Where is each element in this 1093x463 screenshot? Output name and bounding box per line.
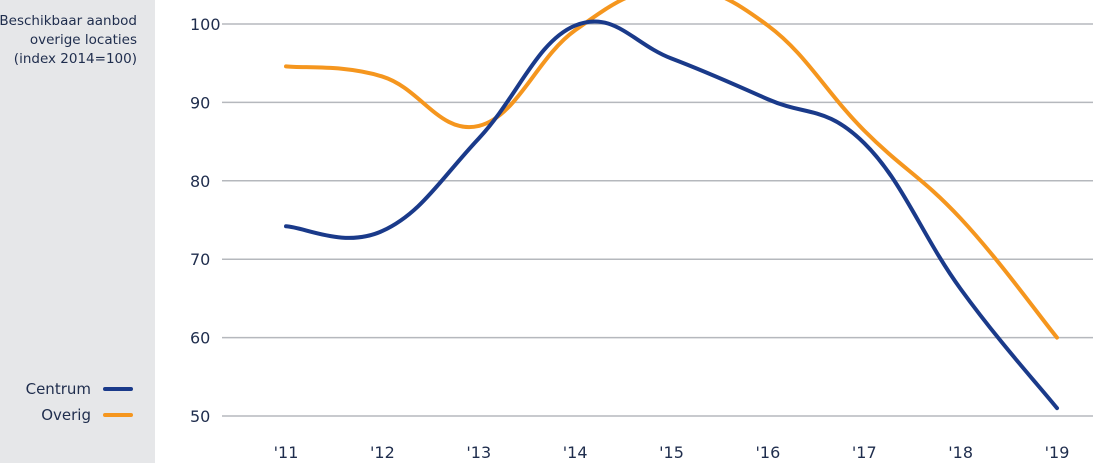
y-axis-ticks: 50 60 70 80 90 100 [190, 15, 221, 426]
x-axis-ticks: '11 '12 '13 '14 '15 '16 '17 '18 '19 [274, 443, 1070, 462]
legend-item-centrum: Centrum [26, 376, 133, 402]
legend-swatch-overig [103, 413, 133, 417]
x-tick-label: '16 [755, 443, 780, 462]
x-tick-label: '17 [852, 443, 877, 462]
y-tick-label: 90 [190, 93, 210, 112]
legend: Centrum Overig [26, 376, 133, 428]
legend-item-overig: Overig [26, 402, 133, 428]
legend-swatch-centrum [103, 387, 133, 391]
x-tick-label: '18 [948, 443, 973, 462]
y-tick-label: 50 [190, 407, 210, 426]
series-line-centrum [284, 19, 1059, 411]
grid-lines [222, 23, 1093, 417]
y-tick-label: 80 [190, 172, 210, 191]
x-tick-label: '19 [1045, 443, 1070, 462]
chart-title-line-2: overige locaties [29, 32, 137, 48]
x-tick-label: '11 [274, 443, 299, 462]
x-tick-label: '12 [370, 443, 395, 462]
x-tick-label: '15 [659, 443, 684, 462]
chart-title: Beschikbaar aanbod overige locaties (ind… [0, 12, 137, 69]
y-tick-label: 70 [190, 250, 210, 269]
chart-title-line-3: (index 2014=100) [13, 51, 137, 67]
chart-title-line-1: Beschikbaar aanbod [0, 13, 137, 29]
series-line-overig [284, 0, 1059, 340]
y-tick-label: 60 [190, 329, 210, 348]
side-panel: Beschikbaar aanbod overige locaties (ind… [0, 0, 155, 463]
x-tick-label: '14 [563, 443, 588, 462]
series-lines [284, 0, 1059, 411]
legend-label-overig: Overig [41, 406, 91, 424]
y-tick-label: 100 [190, 15, 221, 34]
x-tick-label: '13 [466, 443, 491, 462]
legend-label-centrum: Centrum [25, 380, 91, 398]
